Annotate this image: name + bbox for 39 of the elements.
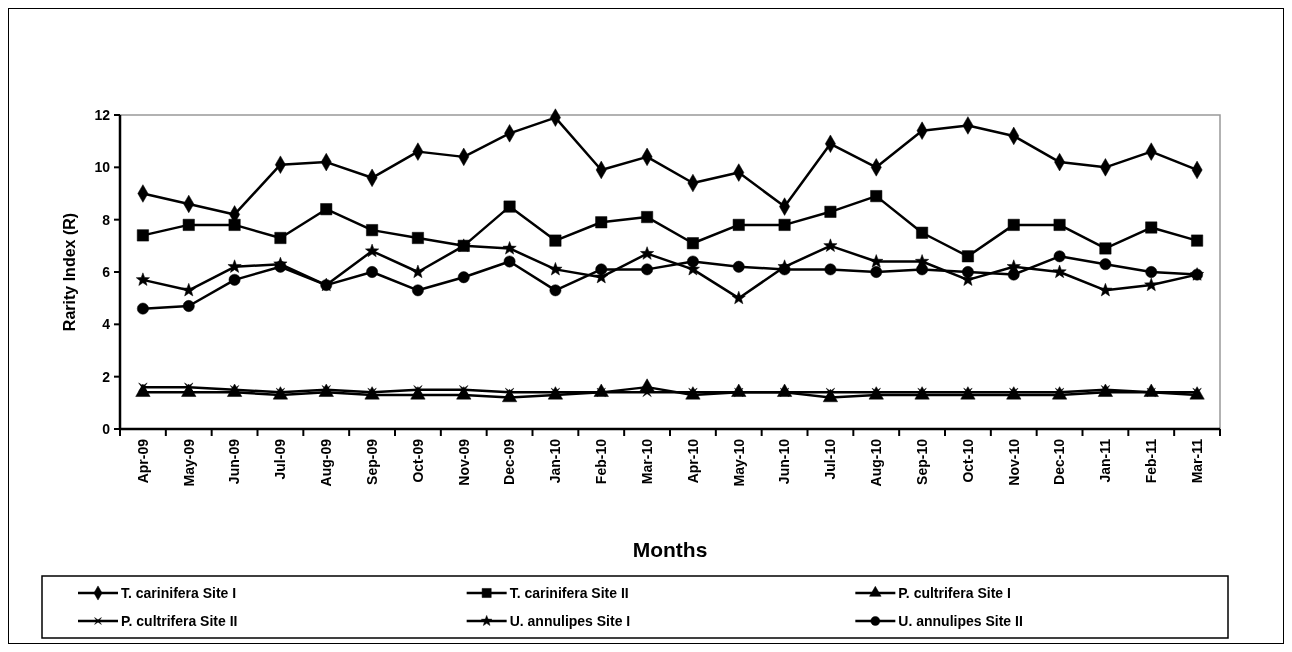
x-tick-label: Jan-10 bbox=[547, 438, 564, 484]
legend-label: T. carinifera Site I bbox=[121, 584, 237, 601]
x-tick-label: Jun-10 bbox=[776, 438, 793, 485]
y-tick-label: 4 bbox=[102, 316, 111, 333]
x-tick-label: Dec-10 bbox=[1051, 438, 1068, 485]
y-tick-label: 12 bbox=[94, 106, 111, 123]
x-tick-label: Dec-09 bbox=[501, 438, 518, 485]
legend-label: P. cultrifera Site II bbox=[121, 612, 238, 629]
x-tick-label: Mar-10 bbox=[638, 438, 655, 485]
x-tick-label: Feb-11 bbox=[1143, 438, 1160, 484]
x-tick-label: Aug-10 bbox=[868, 438, 885, 487]
legend-label: U. annulipes Site II bbox=[898, 612, 1023, 629]
x-tick-label: Nov-10 bbox=[1005, 438, 1022, 486]
x-tick-label: Jul-10 bbox=[822, 438, 839, 480]
y-tick-label: 6 bbox=[102, 263, 111, 280]
legend-label: T. carinifera Site II bbox=[509, 584, 629, 601]
x-tick-label: Nov-09 bbox=[455, 438, 472, 486]
x-tick-label: Apr-10 bbox=[684, 438, 701, 484]
x-tick-label: Jun-09 bbox=[226, 438, 243, 485]
x-axis-title: Months bbox=[632, 538, 708, 561]
y-tick-label: 0 bbox=[102, 420, 111, 437]
x-tick-label: Sep-09 bbox=[363, 438, 380, 485]
x-tick-label: Sep-10 bbox=[913, 438, 930, 485]
x-tick-label: May-10 bbox=[730, 438, 747, 487]
y-tick-label: 10 bbox=[94, 159, 111, 176]
x-tick-label: Jan-11 bbox=[1097, 438, 1114, 483]
x-tick-label: Feb-10 bbox=[593, 438, 610, 485]
x-tick-label: Apr-09 bbox=[134, 438, 151, 484]
legend-label: U. annulipes Site I bbox=[509, 612, 631, 629]
y-tick-label: 8 bbox=[102, 211, 111, 228]
y-tick-label: 2 bbox=[102, 368, 111, 385]
x-tick-label: May-09 bbox=[180, 438, 197, 487]
x-tick-label: Mar-11 bbox=[1188, 438, 1205, 484]
x-tick-label: Oct-09 bbox=[409, 438, 426, 483]
y-axis-title: Rarity Index (R) bbox=[61, 212, 78, 332]
x-tick-label: Aug-09 bbox=[318, 438, 335, 487]
x-tick-label: Oct-10 bbox=[959, 438, 976, 483]
x-tick-label: Jul-09 bbox=[272, 438, 289, 480]
legend-label: P. cultrifera Site I bbox=[898, 584, 1011, 601]
